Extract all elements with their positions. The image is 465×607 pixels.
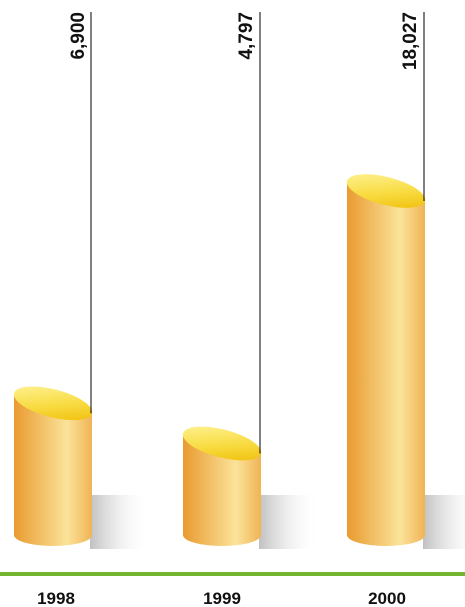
bar-shadow-2000: [423, 495, 465, 549]
bar-shadow-1998: [90, 495, 150, 549]
data-label-2000: 18,027: [400, 12, 421, 70]
bar-shadow-1999: [259, 495, 319, 549]
tick-label-1998: 1998: [37, 589, 75, 607]
bar-cap-1998: [13, 386, 93, 421]
tick-label-2000: 2000: [368, 589, 406, 607]
bar-1998: [14, 393, 92, 546]
bar-2000: [347, 181, 425, 546]
bar-cap-2000: [346, 174, 426, 208]
data-label-1998: 6,900: [68, 12, 89, 60]
data-label-1999: 4,797: [236, 12, 257, 60]
tick-label-1999: 1999: [203, 589, 241, 607]
bar-1999: [183, 433, 261, 546]
bar-cap-1999: [182, 426, 262, 461]
